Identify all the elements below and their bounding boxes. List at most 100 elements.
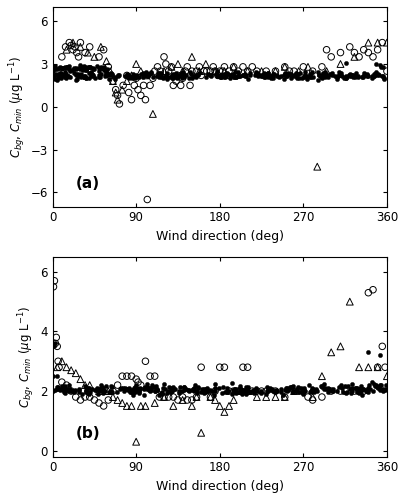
Point bbox=[50, 64, 57, 72]
Point bbox=[273, 386, 279, 394]
Point bbox=[292, 70, 298, 78]
Point bbox=[343, 72, 349, 80]
Point bbox=[284, 386, 291, 394]
Point bbox=[154, 63, 161, 71]
Point bbox=[194, 388, 200, 396]
Point bbox=[360, 72, 366, 80]
Point bbox=[67, 384, 74, 392]
Point bbox=[318, 72, 324, 80]
Point bbox=[219, 67, 226, 75]
Point bbox=[58, 74, 64, 82]
Point bbox=[51, 62, 57, 70]
Point bbox=[226, 402, 232, 410]
Point bbox=[83, 386, 89, 394]
Point bbox=[142, 72, 149, 80]
Point bbox=[239, 390, 245, 398]
Point bbox=[211, 380, 218, 388]
Point bbox=[307, 71, 313, 79]
Point bbox=[135, 386, 142, 394]
Point bbox=[130, 72, 137, 80]
Point bbox=[295, 70, 302, 78]
Point bbox=[113, 88, 119, 96]
Point bbox=[362, 72, 369, 80]
Point bbox=[249, 63, 256, 71]
Point bbox=[303, 72, 309, 80]
Point bbox=[166, 73, 173, 81]
Point bbox=[284, 72, 291, 80]
Point bbox=[232, 68, 238, 76]
Point bbox=[143, 384, 150, 392]
Point bbox=[365, 48, 372, 56]
Point bbox=[299, 388, 306, 396]
Point bbox=[207, 393, 214, 401]
Point bbox=[175, 396, 181, 404]
Point bbox=[179, 74, 185, 82]
Point bbox=[319, 69, 326, 77]
Point bbox=[360, 73, 367, 81]
Point bbox=[370, 286, 376, 294]
Point bbox=[94, 384, 100, 392]
Point bbox=[319, 382, 326, 390]
Point bbox=[81, 72, 87, 80]
Point bbox=[107, 67, 113, 75]
Point bbox=[230, 63, 237, 71]
Point bbox=[310, 73, 317, 81]
Point bbox=[217, 73, 224, 81]
Point bbox=[50, 386, 56, 394]
Point bbox=[237, 385, 243, 393]
Point bbox=[76, 385, 83, 393]
Point bbox=[83, 65, 89, 73]
Point bbox=[72, 64, 79, 72]
Point bbox=[103, 382, 109, 390]
Point bbox=[64, 64, 71, 72]
Point bbox=[348, 72, 354, 80]
Point bbox=[354, 384, 360, 392]
Point bbox=[217, 402, 223, 410]
Point bbox=[349, 72, 356, 80]
Point bbox=[229, 390, 235, 398]
Point bbox=[290, 386, 296, 394]
Point bbox=[307, 70, 313, 78]
Point bbox=[186, 74, 192, 82]
Point bbox=[82, 72, 88, 80]
Point bbox=[145, 72, 151, 80]
Point bbox=[263, 393, 269, 401]
Point bbox=[79, 390, 85, 398]
Point bbox=[246, 387, 253, 395]
Point bbox=[124, 384, 131, 392]
Point bbox=[374, 363, 381, 371]
Point bbox=[214, 70, 221, 78]
Point bbox=[264, 72, 271, 80]
Point bbox=[285, 385, 292, 393]
Point bbox=[208, 72, 214, 80]
Point bbox=[63, 46, 70, 54]
Point bbox=[264, 388, 271, 396]
Point bbox=[323, 46, 330, 54]
Point bbox=[158, 70, 164, 78]
Point bbox=[193, 67, 200, 75]
Point bbox=[65, 72, 71, 80]
Point bbox=[129, 73, 135, 81]
Point bbox=[262, 72, 269, 80]
Point bbox=[77, 61, 83, 69]
Point bbox=[240, 71, 246, 79]
Point bbox=[227, 71, 233, 79]
Point bbox=[217, 363, 223, 371]
Point bbox=[360, 46, 367, 54]
Point bbox=[66, 65, 72, 73]
Point bbox=[163, 69, 170, 77]
Point bbox=[193, 72, 199, 80]
Point bbox=[194, 389, 200, 397]
Point bbox=[318, 74, 324, 82]
Point bbox=[141, 82, 147, 90]
Point bbox=[143, 70, 150, 78]
Point bbox=[244, 67, 251, 75]
Point bbox=[201, 385, 207, 393]
Point bbox=[251, 390, 258, 398]
Point bbox=[77, 43, 84, 51]
Point bbox=[161, 393, 167, 401]
Point bbox=[220, 72, 226, 80]
Point bbox=[318, 382, 324, 390]
Point bbox=[351, 387, 358, 395]
Point bbox=[360, 68, 367, 76]
